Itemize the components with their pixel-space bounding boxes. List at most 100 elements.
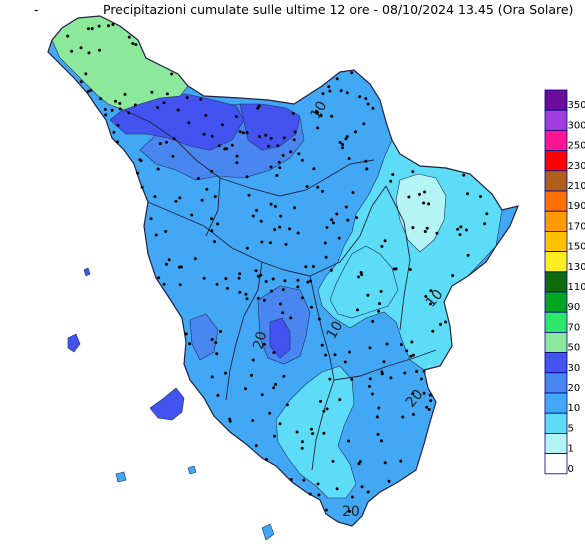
- station-dot: [259, 219, 263, 223]
- station-dot: [174, 199, 178, 203]
- station-dot: [202, 132, 206, 136]
- station-dot: [281, 154, 285, 157]
- zone-30-50mm-center: [269, 317, 291, 359]
- island-pianosa: [115, 471, 127, 483]
- station-dot: [86, 89, 90, 93]
- station-dot: [300, 158, 304, 162]
- station-dot: [283, 279, 287, 283]
- station-dot: [451, 274, 455, 278]
- station-dot: [210, 134, 214, 138]
- station-dot: [228, 417, 232, 421]
- legend-label: 30: [568, 363, 581, 374]
- station-dot: [275, 174, 279, 177]
- legend-label: 230: [568, 161, 585, 172]
- station-dot: [245, 297, 249, 301]
- station-dot: [347, 157, 351, 160]
- station-dot: [429, 289, 433, 293]
- station-dot: [199, 97, 203, 101]
- station-dot: [256, 296, 260, 300]
- station-dot: [317, 317, 321, 321]
- station-dot: [333, 353, 337, 357]
- border-segment-9: [385, 185, 411, 331]
- station-dot: [458, 233, 462, 237]
- station-dot: [190, 213, 194, 217]
- station-dot: [351, 191, 355, 194]
- station-dot: [365, 167, 369, 171]
- legend-swatch: [544, 190, 568, 212]
- station-dot: [383, 461, 387, 465]
- station-dot: [224, 277, 228, 281]
- station-dot: [289, 478, 293, 481]
- station-dot: [368, 384, 371, 388]
- station-dot: [345, 135, 349, 139]
- station-dot: [264, 133, 268, 137]
- contour-labels: 10 20 10 20 10 20: [250, 99, 446, 520]
- station-dot: [316, 482, 320, 486]
- station-dot: [251, 358, 255, 362]
- station-dot: [364, 97, 368, 101]
- station-dot: [285, 403, 289, 407]
- station-dot: [279, 302, 282, 306]
- station-dot: [409, 354, 413, 358]
- station-dot: [320, 343, 324, 347]
- legend-swatch: [544, 230, 568, 252]
- station-dot: [114, 99, 117, 103]
- station-dot: [357, 275, 360, 279]
- station-dot: [244, 292, 248, 296]
- station-dot: [335, 487, 339, 491]
- legend-swatch: [544, 291, 568, 313]
- title-dash: -: [34, 2, 39, 17]
- station-dot: [256, 274, 260, 278]
- station-dot: [360, 485, 364, 489]
- station-dot: [178, 265, 181, 269]
- station-dot: [429, 399, 433, 403]
- station-dot: [382, 360, 386, 364]
- station-dot: [282, 374, 286, 378]
- station-dot: [296, 285, 300, 289]
- legend-swatch: [544, 372, 568, 394]
- zone-5-10mm-center: [329, 245, 399, 319]
- station-dot: [273, 204, 277, 208]
- station-dot: [328, 89, 332, 93]
- station-dot: [371, 106, 375, 110]
- station-dot: [411, 392, 415, 396]
- legend-swatch: [544, 129, 568, 151]
- station-dot: [260, 393, 264, 397]
- zone-5-10mm-south: [275, 365, 357, 499]
- station-dot: [254, 444, 258, 448]
- station-dot: [418, 192, 421, 196]
- station-dot: [368, 346, 372, 350]
- legend-swatch: [544, 432, 568, 454]
- station-dot: [213, 195, 217, 198]
- station-dot: [289, 150, 293, 154]
- station-dot: [321, 189, 324, 193]
- station-dot: [338, 140, 342, 144]
- station-dot: [251, 419, 255, 422]
- station-dot: [104, 113, 108, 117]
- station-dot: [424, 294, 428, 298]
- station-dot: [269, 241, 272, 245]
- station-dot: [316, 185, 320, 189]
- station-dot: [391, 173, 395, 176]
- station-dot: [350, 377, 354, 381]
- station-dot: [200, 198, 204, 202]
- station-dot: [107, 24, 110, 28]
- station-dot: [264, 280, 268, 283]
- station-dot: [399, 459, 403, 463]
- station-dot: [87, 51, 91, 55]
- station-dot: [165, 262, 168, 266]
- station-dot: [251, 214, 255, 218]
- station-dot: [162, 282, 166, 286]
- station-dot: [387, 479, 391, 483]
- contour-label: 10: [324, 319, 347, 342]
- station-dot: [282, 136, 286, 140]
- station-dot: [70, 49, 74, 53]
- station-dot: [115, 140, 119, 144]
- station-dot: [292, 138, 296, 142]
- station-dot: [408, 268, 412, 271]
- station-dot: [116, 123, 120, 127]
- province-borders: [123, 109, 437, 471]
- station-dot: [270, 289, 273, 293]
- legend-color-boxes: [544, 89, 568, 475]
